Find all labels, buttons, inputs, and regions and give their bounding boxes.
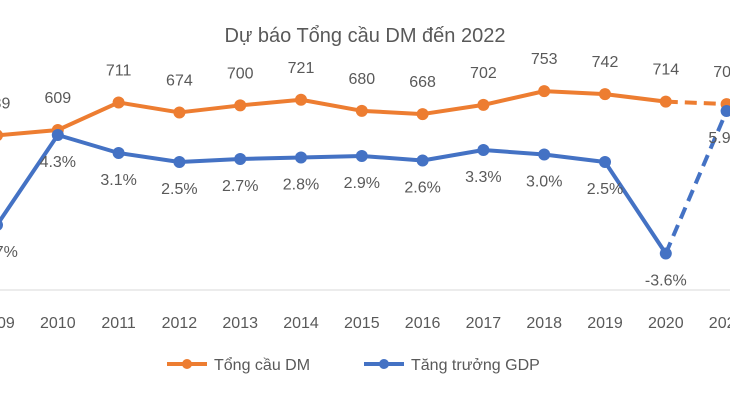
- data-point: [295, 151, 307, 164]
- x-tick-label: 2012: [162, 315, 198, 332]
- data-label: 702: [470, 65, 497, 82]
- data-point: [355, 150, 368, 162]
- data-point: [112, 96, 125, 109]
- data-point: [0, 219, 3, 231]
- series-line-1: [0, 133, 668, 255]
- data-point: [477, 98, 490, 111]
- x-tick-label: 2019: [587, 315, 623, 332]
- x-tick-label: 2009: [0, 315, 15, 332]
- data-point: [599, 88, 611, 101]
- legend-label-gdp: Tăng trưởng GDP: [411, 357, 540, 374]
- data-label: 2.5%: [587, 181, 623, 198]
- x-tick-label: 2018: [526, 315, 562, 332]
- legend-label-demand: Tổng cầu DM: [214, 356, 310, 374]
- data-point: [112, 147, 125, 159]
- data-label: 711: [106, 62, 132, 79]
- data-label: 5.9%: [708, 130, 730, 147]
- x-tick-label: 2010: [40, 315, 76, 332]
- data-point: [416, 154, 429, 167]
- data-label: 721: [288, 60, 315, 77]
- data-point: [51, 129, 64, 141]
- data-point: [0, 130, 3, 141]
- legend-marker-gdp: [379, 359, 389, 369]
- chart-title: Dự báo Tổng cầu DM đến 2022: [225, 25, 506, 47]
- data-label: 742: [592, 54, 619, 71]
- data-point: [477, 144, 490, 156]
- x-tick-label: 2015: [344, 315, 380, 332]
- data-point: [234, 99, 247, 112]
- data-point: [659, 247, 672, 260]
- x-tick-label: 2017: [466, 315, 502, 332]
- data-label: 3.3%: [465, 169, 501, 186]
- data-point: [173, 106, 186, 119]
- data-point: [538, 148, 551, 161]
- series-forecast-line-0: [665, 99, 727, 107]
- data-point: [599, 156, 611, 168]
- data-point: [659, 95, 672, 108]
- data-label: 700: [227, 65, 254, 82]
- x-tick-label: 2021: [709, 315, 730, 332]
- data-label: 4.3%: [40, 154, 76, 171]
- data-label: 2.5%: [161, 181, 197, 198]
- x-tick-label: 2014: [283, 315, 319, 332]
- data-label: 589: [0, 95, 10, 112]
- x-tick-label: 2013: [222, 315, 258, 332]
- data-label: 2.9%: [344, 175, 380, 192]
- data-label: -3.6%: [645, 273, 687, 290]
- data-label: 674: [166, 72, 193, 89]
- data-label: 2.6%: [404, 180, 440, 197]
- data-label: 714: [652, 62, 679, 79]
- data-label: -1.7%: [0, 244, 18, 261]
- data-label: 3.0%: [526, 174, 562, 191]
- series-line-0: [0, 89, 667, 138]
- legend-marker-demand: [182, 359, 192, 369]
- x-tick-label: 2011: [101, 315, 136, 332]
- data-point: [538, 85, 551, 98]
- data-label: 2.7%: [222, 178, 258, 195]
- data-point: [355, 104, 368, 117]
- x-tick-label: 2020: [648, 315, 684, 332]
- data-label: 705: [713, 64, 730, 81]
- data-point: [173, 156, 186, 168]
- data-point: [416, 108, 429, 121]
- data-point: [720, 105, 730, 117]
- legend: Tổng cầu DM Tăng trưởng GDP: [167, 356, 540, 374]
- data-label: 609: [44, 90, 71, 107]
- data-label: 753: [531, 51, 558, 68]
- data-label: 680: [348, 71, 375, 88]
- data-label: 668: [409, 74, 436, 91]
- data-label: 2.8%: [283, 177, 319, 194]
- series-forecast-line-1: [663, 110, 729, 255]
- data-point: [295, 93, 307, 106]
- data-point: [234, 153, 247, 165]
- data-label: 3.1%: [100, 172, 136, 189]
- x-tick-label: 2016: [405, 315, 441, 332]
